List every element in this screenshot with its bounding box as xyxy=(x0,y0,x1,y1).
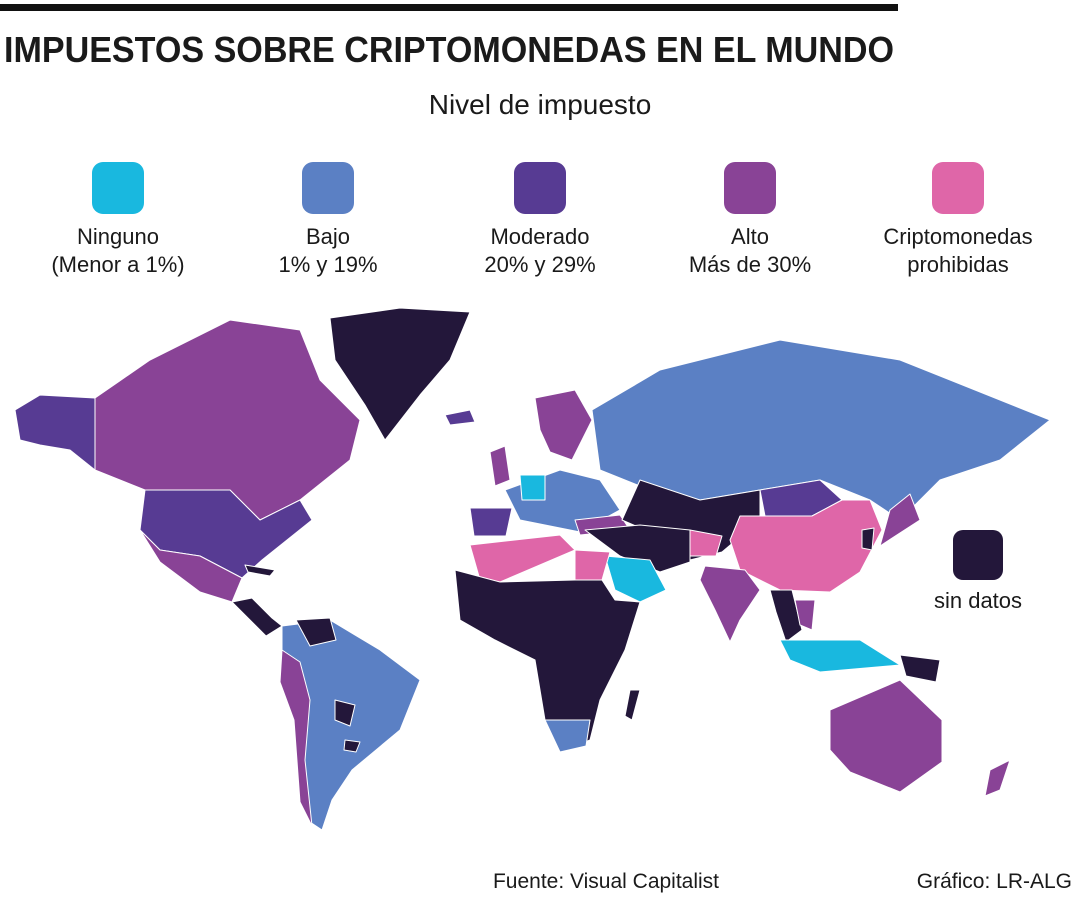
legend-label: prohibidas xyxy=(907,252,1009,277)
venezuela xyxy=(295,617,337,647)
egypt xyxy=(574,549,611,581)
central-america xyxy=(231,597,283,637)
legend-swatch xyxy=(302,162,354,214)
legend-label: 1% y 19% xyxy=(278,252,377,277)
legend: Ninguno (Menor a 1%) Bajo 1% y 19% Moderado 2… xyxy=(51,162,1033,277)
legend-swatch xyxy=(932,162,984,214)
southeast-asia xyxy=(769,589,803,643)
new-zealand xyxy=(984,759,1011,797)
legend-label: Criptomonedas xyxy=(883,224,1032,249)
china xyxy=(729,499,883,593)
legend-swatch xyxy=(514,162,566,214)
legend-swatch xyxy=(724,162,776,214)
alaska xyxy=(14,394,96,471)
paraguay xyxy=(334,699,356,727)
legend-label: Bajo xyxy=(306,224,350,249)
top-rule xyxy=(0,4,898,11)
iberia xyxy=(469,507,513,537)
indonesia xyxy=(779,639,901,673)
india xyxy=(699,565,761,643)
madagascar xyxy=(624,689,641,721)
scandinavia xyxy=(534,389,593,461)
legend-label: Alto xyxy=(731,224,769,249)
legend-label: 20% y 29% xyxy=(484,252,595,277)
saudi-arabia xyxy=(604,555,667,603)
mexico xyxy=(139,529,243,603)
papua xyxy=(899,654,941,683)
africa xyxy=(454,569,641,753)
subtitle: Nivel de impuesto xyxy=(429,89,652,120)
middle-east xyxy=(584,524,691,573)
title: IMPUESTOS SOBRE CRIPTOMONEDAS EN EL MUND… xyxy=(4,29,894,70)
korea xyxy=(861,527,875,551)
uk xyxy=(489,445,511,487)
iceland xyxy=(444,409,476,426)
source: Fuente: Visual Capitalist xyxy=(493,870,719,893)
legend-label: Moderado xyxy=(490,224,589,249)
thailand xyxy=(794,599,816,631)
cuba xyxy=(244,564,276,577)
no-data-label: sin datos xyxy=(934,588,1022,613)
japan xyxy=(879,493,921,547)
germany xyxy=(519,474,546,501)
legend-label: (Menor a 1%) xyxy=(51,252,184,277)
legend-label: Más de 30% xyxy=(689,252,811,277)
legend-swatch xyxy=(92,162,144,214)
legend-label: Ninguno xyxy=(77,224,159,249)
south-africa xyxy=(544,719,591,753)
australia xyxy=(829,679,943,793)
world-map xyxy=(14,307,1051,831)
credit: Gráfico: LR-ALG xyxy=(917,870,1072,893)
uruguay xyxy=(343,739,361,753)
central-asia xyxy=(621,479,761,561)
no-data-swatch xyxy=(953,530,1003,580)
andes-countries xyxy=(279,649,313,827)
greenland xyxy=(329,307,471,441)
algeria xyxy=(469,534,576,583)
